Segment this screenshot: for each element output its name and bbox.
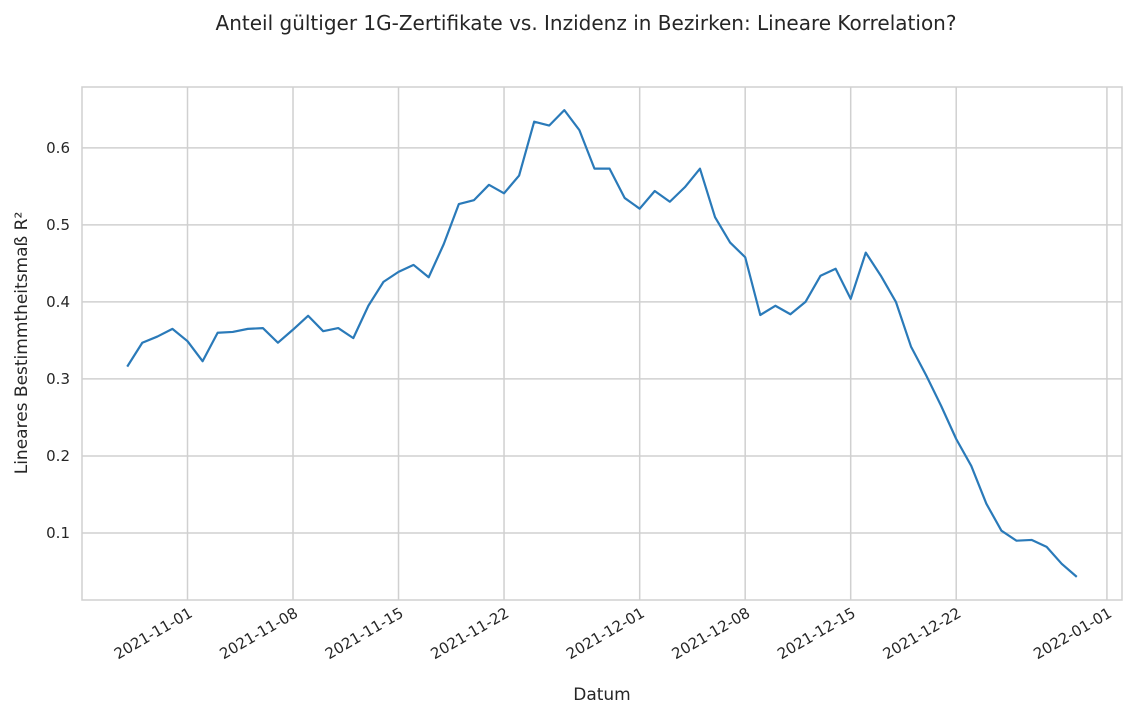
x-axis-label: Datum: [573, 685, 631, 705]
y-tick-label: 0.5: [46, 216, 70, 234]
chart-title: Anteil gültiger 1G-Zertifikate vs. Inzid…: [216, 11, 957, 35]
y-tick-label: 0.3: [46, 370, 70, 388]
y-axis-label: Lineares Bestimmtheitsmaß R²: [12, 212, 32, 475]
plot-frame: [81, 86, 1123, 601]
y-tick-label: 0.1: [46, 524, 70, 542]
y-tick-label: 0.6: [46, 139, 70, 157]
data-line: [126, 109, 1078, 578]
y-tick-label: 0.2: [46, 447, 70, 465]
y-tick-label: 0.4: [46, 293, 70, 311]
